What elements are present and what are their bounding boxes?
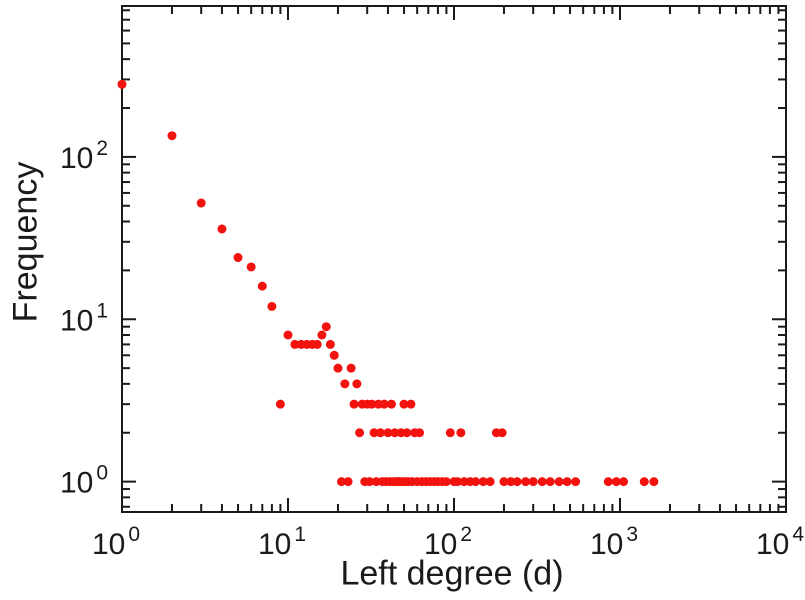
data-point — [497, 428, 507, 438]
data-point — [233, 253, 243, 263]
data-point — [283, 330, 293, 340]
data-point — [217, 224, 227, 234]
data-point — [554, 477, 564, 487]
data-point — [369, 428, 379, 438]
data-point — [390, 428, 400, 438]
data-point — [506, 477, 516, 487]
x-tick-label: 10 1 — [258, 523, 306, 561]
data-point — [639, 477, 649, 487]
data-point — [196, 198, 206, 208]
data-point — [611, 477, 621, 487]
data-point — [521, 477, 531, 487]
data-point — [246, 262, 256, 272]
data-point — [402, 428, 412, 438]
data-point — [383, 428, 393, 438]
data-point — [312, 339, 322, 349]
x-tick-label: 10 0 — [92, 523, 140, 561]
data-point — [267, 301, 277, 311]
data-point — [399, 399, 409, 409]
data-point — [649, 477, 659, 487]
data-point — [340, 379, 350, 389]
data-point — [456, 428, 466, 438]
data-point — [379, 399, 389, 409]
data-point — [317, 330, 327, 340]
data-point — [329, 350, 339, 360]
data-point — [336, 477, 346, 487]
data-point — [275, 399, 285, 409]
data-point — [117, 79, 127, 89]
data-point — [571, 477, 581, 487]
x-tick-label: 10 4 — [756, 523, 804, 561]
x-axis-title: Left degree (d) — [340, 554, 564, 593]
data-point — [365, 477, 375, 487]
data-point — [415, 428, 425, 438]
data-point — [290, 339, 300, 349]
data-point — [445, 428, 455, 438]
data-point — [499, 477, 509, 487]
data-point — [485, 477, 495, 487]
x-tick-label: 10 2 — [424, 523, 472, 561]
data-point — [375, 428, 385, 438]
data-point — [325, 339, 335, 349]
data-point — [619, 477, 629, 487]
data-point — [355, 428, 365, 438]
data-point — [453, 477, 463, 487]
data-point — [346, 363, 356, 373]
data-point — [352, 379, 362, 389]
data-point — [441, 477, 451, 487]
y-tick-label: 10 0 — [60, 462, 108, 500]
plot-frame — [121, 5, 787, 513]
data-point — [406, 399, 416, 409]
data-point — [333, 363, 343, 373]
data-point — [512, 477, 522, 487]
y-tick-label: 10 2 — [60, 137, 108, 175]
data-point — [367, 399, 377, 409]
data-point — [321, 322, 331, 332]
data-point — [386, 399, 396, 409]
data-point — [562, 477, 572, 487]
y-tick-label: 10 1 — [60, 299, 108, 337]
data-point — [603, 477, 613, 487]
data-point — [167, 131, 177, 141]
data-point — [478, 477, 488, 487]
data-point — [257, 281, 267, 291]
y-axis-title: Frequency — [6, 161, 45, 323]
data-point — [528, 477, 538, 487]
data-point — [545, 477, 555, 487]
x-tick-label: 10 3 — [590, 523, 638, 561]
data-point — [471, 477, 481, 487]
data-point — [343, 477, 353, 487]
data-point — [349, 399, 359, 409]
data-point — [537, 477, 547, 487]
